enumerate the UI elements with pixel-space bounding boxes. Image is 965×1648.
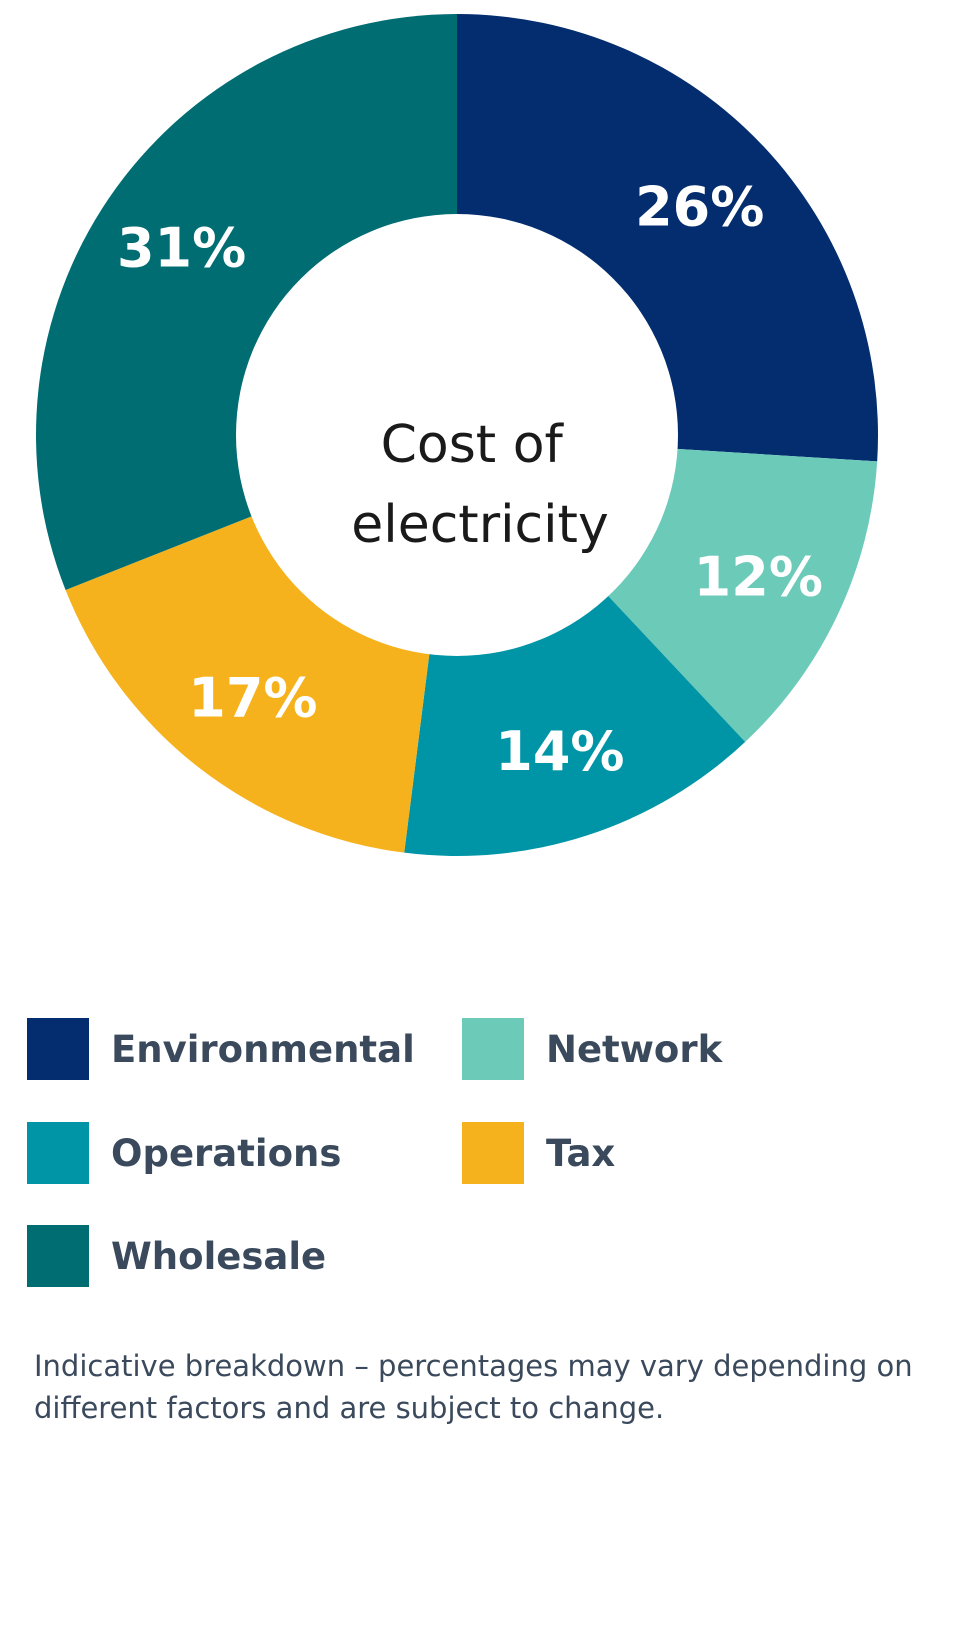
- donut-chart: 26% 12% 14% 17% 31% Cost of electricity: [35, 14, 878, 856]
- legend: Environmental Network Operations Tax Who…: [27, 1017, 927, 1337]
- slice-label-network: 12%: [694, 545, 823, 608]
- legend-label-operations: Operations: [111, 1131, 342, 1175]
- center-label-line-2: electricity: [351, 495, 608, 555]
- legend-item-network: Network: [462, 1017, 722, 1081]
- legend-label-tax: Tax: [546, 1131, 616, 1175]
- donut-hole: [236, 214, 678, 656]
- legend-swatch-wholesale: [27, 1225, 89, 1287]
- footnote: Indicative breakdown – percentages may v…: [34, 1349, 913, 1425]
- legend-item-tax: Tax: [462, 1121, 615, 1185]
- legend-item-environmental: Environmental: [27, 1017, 415, 1081]
- legend-item-wholesale: Wholesale: [27, 1224, 326, 1288]
- legend-item-operations: Operations: [27, 1121, 341, 1185]
- slice-label-wholesale: 31%: [117, 216, 246, 279]
- slice-label-operations: 14%: [495, 720, 624, 783]
- slice-label-tax: 17%: [188, 667, 317, 730]
- legend-label-wholesale: Wholesale: [111, 1234, 327, 1278]
- slice-labels: 26% 12% 14% 17% 31%: [117, 176, 823, 784]
- legend-swatch-network: [462, 1018, 524, 1080]
- legend-swatch-operations: [27, 1122, 89, 1184]
- legend-swatch-tax: [462, 1122, 524, 1184]
- legend-swatch-environmental: [27, 1018, 89, 1080]
- legend-label-network: Network: [546, 1027, 723, 1071]
- slice-label-environmental: 26%: [635, 176, 764, 239]
- center-label-line-1: Cost of: [381, 415, 565, 475]
- center-label: Cost of electricity: [351, 415, 608, 555]
- legend-label-environmental: Environmental: [111, 1027, 415, 1071]
